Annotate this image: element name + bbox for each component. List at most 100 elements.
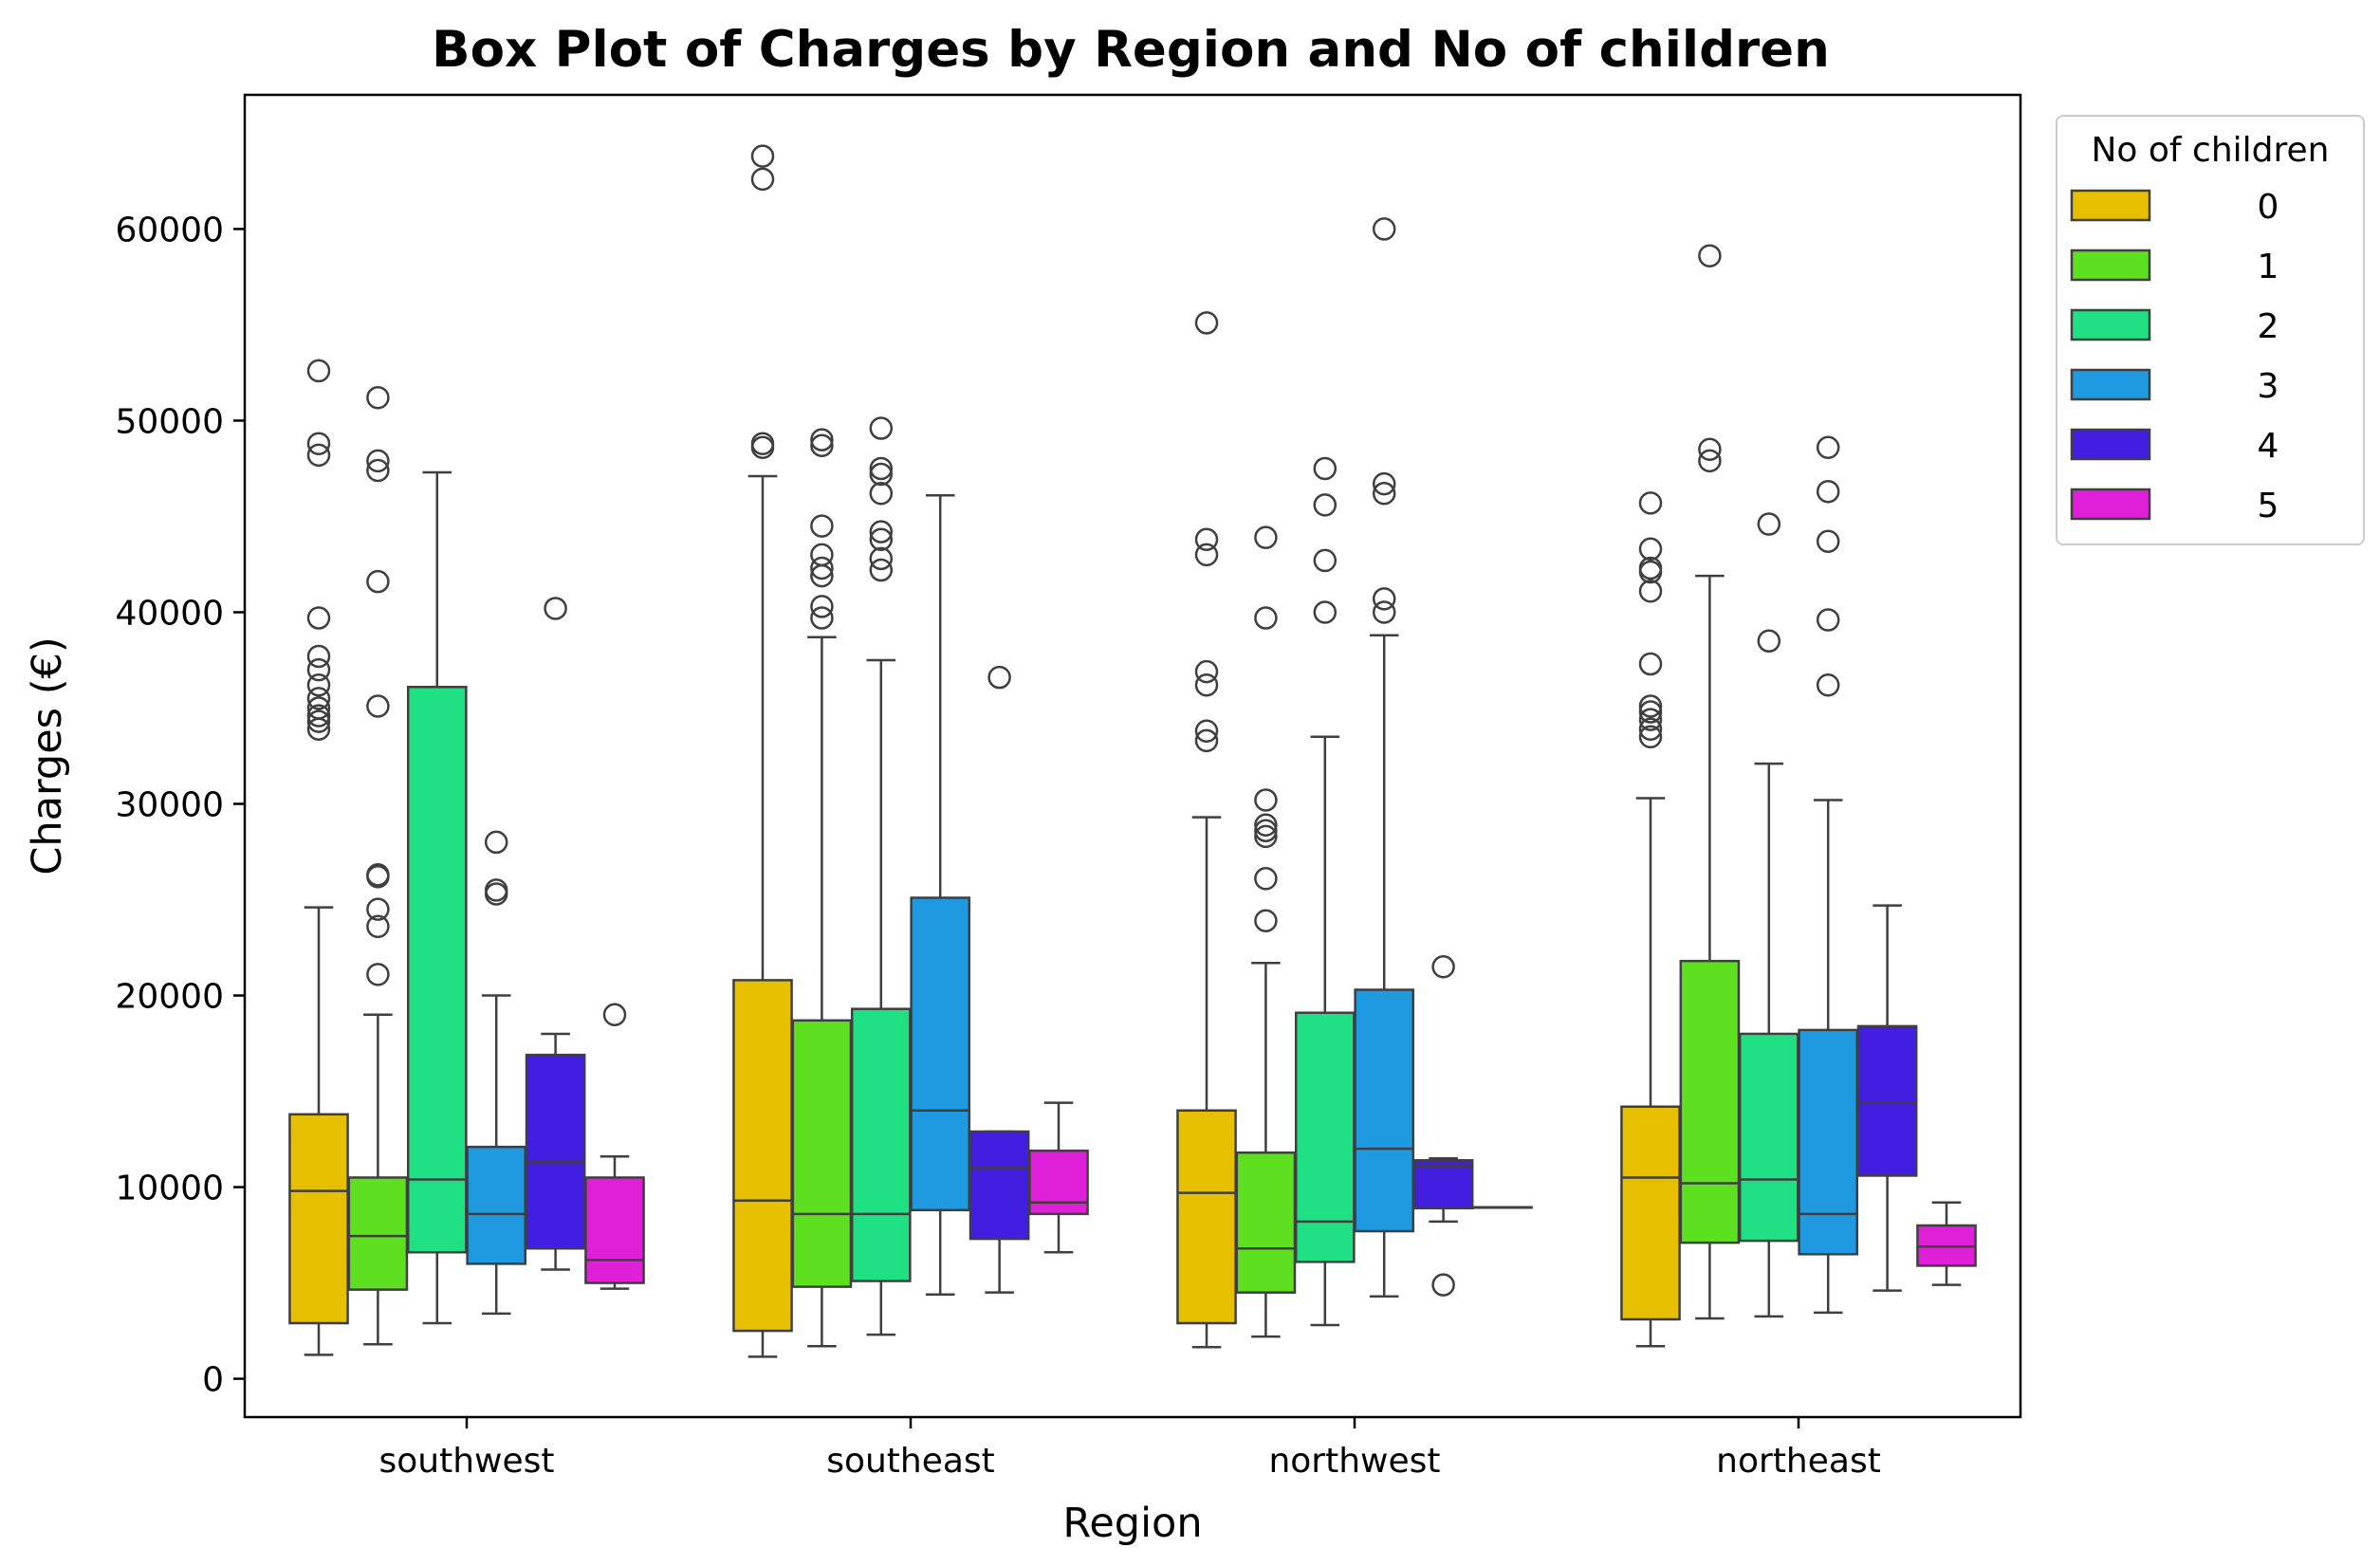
outlier-point bbox=[869, 481, 894, 506]
box-northeast-2 bbox=[1738, 512, 1799, 1318]
outlier-point bbox=[1194, 659, 1219, 684]
outlier-point bbox=[306, 672, 331, 697]
outlier-point bbox=[366, 865, 390, 889]
box-body bbox=[584, 1176, 645, 1284]
outlier-point bbox=[1816, 529, 1840, 553]
outlier-point bbox=[869, 456, 894, 481]
box-northwest-3 bbox=[1354, 217, 1415, 1298]
outlier-point bbox=[810, 606, 834, 630]
outlier-point bbox=[1638, 580, 1663, 603]
series-2 bbox=[406, 416, 1799, 1336]
outlier-point bbox=[750, 144, 775, 168]
outlier-point bbox=[810, 428, 834, 451]
outlier-point bbox=[1372, 600, 1396, 624]
box-southeast-4 bbox=[969, 665, 1030, 1294]
box-body bbox=[288, 1113, 349, 1325]
outlier-point bbox=[306, 709, 331, 733]
outlier-point bbox=[1638, 491, 1663, 515]
outlier-point bbox=[366, 694, 390, 718]
outlier-point bbox=[306, 704, 331, 728]
box-northwest-4 bbox=[1412, 954, 1474, 1297]
outlier-point bbox=[366, 458, 390, 483]
outlier-point bbox=[1372, 217, 1396, 241]
outlier-point bbox=[1313, 493, 1338, 517]
x-tick-label: southeast bbox=[826, 1442, 995, 1481]
x-axis-title: Region bbox=[1062, 1500, 1202, 1547]
box-southwest-3 bbox=[466, 830, 527, 1316]
outlier-point bbox=[366, 963, 390, 986]
outlier-point bbox=[366, 914, 390, 939]
legend-swatch bbox=[2070, 368, 2151, 401]
series-5 bbox=[584, 1003, 1977, 1290]
box-northwest-1 bbox=[1235, 525, 1297, 1338]
box-body bbox=[791, 1019, 853, 1288]
outlier-point bbox=[366, 385, 390, 410]
box-southeast-0 bbox=[732, 144, 793, 1358]
outlier-point bbox=[810, 556, 834, 580]
box-southwest-4 bbox=[525, 597, 586, 1271]
box-southwest-2 bbox=[406, 470, 468, 1325]
y-tick-label: 10000 bbox=[115, 1170, 224, 1208]
legend-title: No of children bbox=[2092, 131, 2330, 170]
outlier-point bbox=[306, 359, 331, 383]
legend-item-4: 4 bbox=[2070, 427, 2279, 466]
outlier-point bbox=[1816, 608, 1840, 632]
box-body bbox=[969, 1130, 1030, 1241]
outlier-point bbox=[1816, 672, 1840, 697]
box-body bbox=[1798, 1028, 1859, 1256]
box-body bbox=[1412, 1159, 1474, 1210]
series-0 bbox=[288, 144, 1681, 1358]
box-body bbox=[1856, 1024, 1918, 1177]
legend-label: 5 bbox=[2258, 487, 2279, 525]
y-tick-label: 30000 bbox=[115, 786, 224, 825]
outlier-point bbox=[1698, 244, 1722, 267]
box-body bbox=[406, 686, 468, 1254]
outlier-point bbox=[1816, 479, 1840, 504]
outlier-point bbox=[484, 830, 508, 855]
box-southwest-5 bbox=[584, 1003, 645, 1290]
box-northeast-1 bbox=[1679, 244, 1741, 1320]
box-body bbox=[1176, 1109, 1237, 1325]
series-1 bbox=[347, 244, 1741, 1348]
legend-swatch bbox=[2070, 488, 2151, 521]
outlier-point bbox=[1254, 606, 1278, 630]
outlier-point bbox=[1638, 717, 1663, 741]
outlier-point bbox=[1638, 694, 1663, 718]
outlier-point bbox=[1254, 867, 1278, 891]
outlier-point bbox=[1194, 311, 1219, 335]
box-southeast-5 bbox=[1028, 1101, 1089, 1254]
legend-label: 0 bbox=[2258, 188, 2279, 227]
legend-item-2: 2 bbox=[2070, 307, 2279, 346]
legend-item-0: 0 bbox=[2070, 188, 2279, 227]
outlier-point bbox=[1757, 512, 1781, 536]
outlier-point bbox=[1638, 537, 1663, 562]
outlier-point bbox=[306, 606, 331, 630]
outlier-point bbox=[1194, 728, 1219, 753]
outlier-point bbox=[869, 416, 894, 440]
box-northeast-4 bbox=[1856, 904, 1918, 1292]
outlier-point bbox=[1313, 548, 1338, 573]
outlier-point bbox=[1638, 556, 1663, 580]
outlier-point bbox=[1194, 543, 1219, 567]
x-tick-label: northeast bbox=[1716, 1442, 1881, 1481]
y-tick-label: 20000 bbox=[115, 978, 224, 1017]
outlier-point bbox=[810, 543, 834, 567]
x-tick-label: southwest bbox=[379, 1442, 555, 1481]
outlier-point bbox=[366, 897, 390, 921]
box-body bbox=[1620, 1105, 1681, 1321]
plot-area bbox=[288, 144, 1977, 1358]
outlier-point bbox=[1194, 719, 1219, 743]
outlier-point bbox=[987, 665, 1011, 690]
outlier-point bbox=[1372, 587, 1396, 611]
outlier-point bbox=[1313, 456, 1338, 481]
legend-label: 3 bbox=[2258, 367, 2279, 406]
box-northwest-0 bbox=[1176, 311, 1237, 1349]
legend-label: 1 bbox=[2258, 248, 2279, 286]
outlier-point bbox=[869, 546, 894, 571]
outlier-point bbox=[869, 527, 894, 551]
outlier-point bbox=[1431, 954, 1455, 979]
series-3 bbox=[466, 217, 1859, 1316]
outlier-point bbox=[1254, 824, 1278, 849]
x-tick-label: northwest bbox=[1268, 1442, 1440, 1481]
